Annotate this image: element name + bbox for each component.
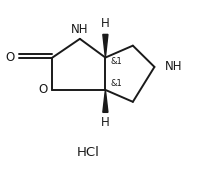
Text: NH: NH: [165, 60, 183, 73]
Text: NH: NH: [71, 23, 89, 36]
Polygon shape: [103, 34, 108, 58]
Text: &1: &1: [110, 57, 122, 66]
Polygon shape: [103, 90, 108, 112]
Text: H: H: [101, 116, 110, 129]
Text: HCl: HCl: [76, 146, 99, 159]
Text: &1: &1: [110, 79, 122, 88]
Text: O: O: [38, 83, 48, 96]
Text: H: H: [101, 17, 110, 30]
Text: O: O: [5, 51, 14, 64]
